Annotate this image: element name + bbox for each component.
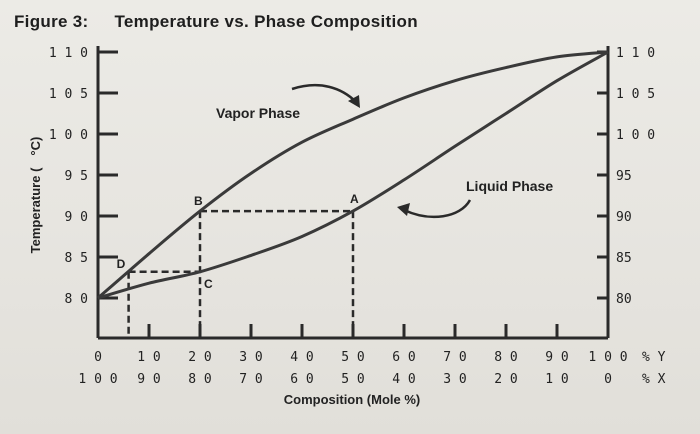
y-axis-label: Temperature ( °C): [28, 137, 43, 254]
y-tick-label-right: 1 0 0: [616, 128, 655, 143]
liquid-phase-curve: [97, 50, 609, 300]
x-axis-label: Composition (Mole %): [284, 392, 421, 407]
x-tick-label-y: 5 0: [341, 350, 364, 365]
x-tick-label-x: 6 0: [290, 372, 313, 387]
x-tick-label-x: 1 0: [545, 372, 568, 387]
point-label-a: A: [350, 192, 359, 206]
x-tick-label-y: 1 0 0: [588, 350, 627, 365]
y-tick-label-left: 9 5: [65, 169, 88, 184]
vapor-phase-arrowhead: [348, 95, 360, 108]
y-tick-label-right: 85: [616, 251, 632, 266]
x-tick-label-y: 9 0: [545, 350, 568, 365]
point-label-b: B: [194, 194, 203, 208]
x-tick-label-y: 4 0: [290, 350, 313, 365]
point-label-d: D: [117, 257, 126, 271]
x-tick-label-x: 1 0 0: [78, 372, 117, 387]
figure-title-text: Temperature vs. Phase Composition: [114, 12, 418, 31]
x-tick-label-x: 5 0: [341, 372, 364, 387]
y-tick-label-right: 1 1 0: [616, 46, 655, 61]
y-tick-label-left: 1 1 0: [49, 46, 88, 61]
vapor-phase-annotation: Vapor Phase: [216, 105, 300, 121]
vapor-phase-arrow: [291, 84, 357, 103]
x-tick-label-x: 8 0: [188, 372, 211, 387]
x-tick-label-y: 6 0: [392, 350, 415, 365]
x-tick-label-x: 7 0: [239, 372, 262, 387]
x-tick-label-x: 3 0: [443, 372, 466, 387]
x-tick-label-x: 9 0: [137, 372, 160, 387]
x-tick-label-y: 7 0: [443, 350, 466, 365]
point-label-c: C: [204, 277, 213, 291]
figure-label: Figure 3:: [14, 12, 89, 31]
figure-title: Figure 3: Temperature vs. Phase Compositi…: [14, 12, 418, 32]
vapor-phase-curve: [97, 50, 609, 300]
x-tick-label-y: 2 0: [188, 350, 211, 365]
y-tick-label-left: 1 0 0: [49, 128, 88, 143]
x-unit-label-x: % X: [642, 372, 666, 387]
liquid-phase-annotation: Liquid Phase: [466, 178, 553, 194]
y-tick-label-right: 80: [616, 292, 632, 307]
y-tick-label-left: 8 5: [65, 251, 88, 266]
y-tick-label-right: 90: [616, 210, 632, 225]
x-tick-label-x: 4 0: [392, 372, 415, 387]
x-tick-label-x: 0: [604, 372, 612, 387]
liquid-phase-arrowhead: [397, 203, 410, 216]
x-tick-label-y: 1 0: [137, 350, 160, 365]
svg-text:Temperature (°C): Temperature ( °C): [28, 137, 43, 254]
x-tick-label-x: 2 0: [494, 372, 517, 387]
y-tick-label-left: 9 0: [65, 210, 88, 225]
y-tick-label-left: 8 0: [65, 292, 88, 307]
x-tick-label-y: 8 0: [494, 350, 517, 365]
y-tick-label-right: 95: [616, 169, 632, 184]
x-tick-label-y: 3 0: [239, 350, 262, 365]
x-tick-label-y: 0: [94, 350, 102, 365]
y-axis-label-main: Temperature (: [28, 167, 43, 253]
y-tick-label-left: 1 0 5: [49, 87, 88, 102]
y-tick-label-right: 1 0 5: [616, 87, 655, 102]
liquid-phase-arrow: [403, 199, 472, 218]
x-unit-label-y: % Y: [642, 350, 666, 365]
y-axis-label-unit: °C): [28, 137, 43, 156]
